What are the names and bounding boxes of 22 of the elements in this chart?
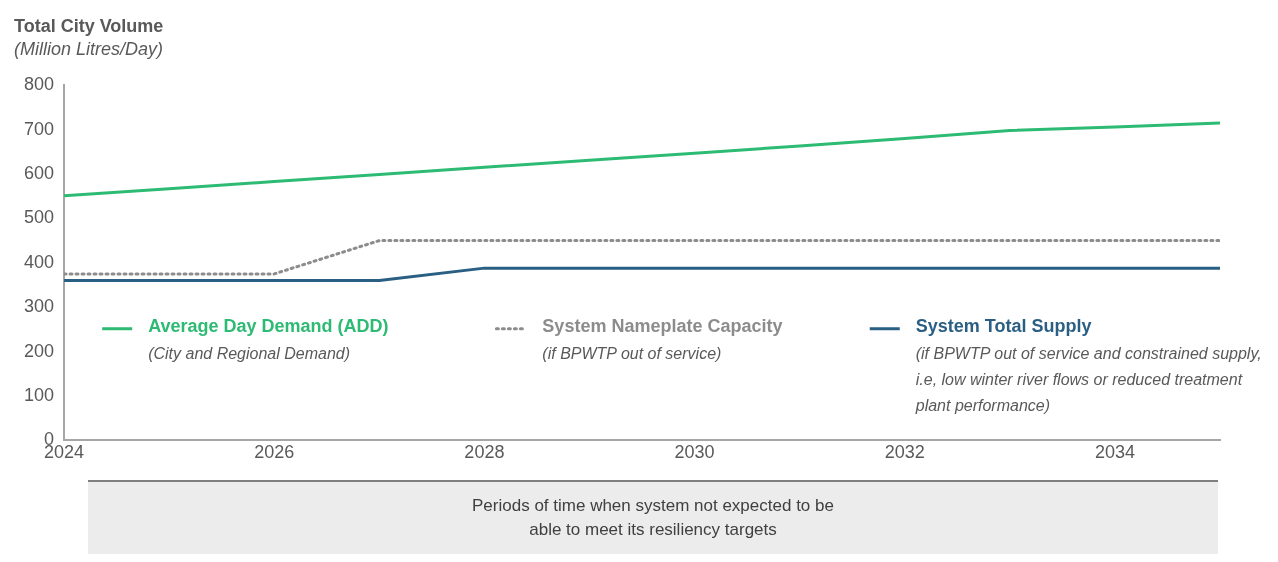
y-tick-label: 500 [23, 207, 55, 228]
chart-title: Total City Volume [14, 15, 164, 36]
legend-label: Average Day Demand (ADD) [148, 315, 389, 336]
y-tick-label: 200 [23, 340, 55, 361]
y-tick-label: 100 [23, 384, 55, 405]
y-tick-label: 400 [23, 251, 55, 272]
y-tick-label: 700 [23, 118, 55, 139]
annotation: (if BPWTP out of service) [542, 345, 722, 363]
legend-label: System Total Supply [915, 315, 1092, 336]
x-tick-label: 2028 [464, 442, 505, 463]
annotation: (City and Regional Demand) [148, 345, 351, 363]
legend-label: System Nameplate Capacity [542, 315, 783, 336]
y-tick-label: 300 [23, 296, 55, 317]
x-tick-label: 2034 [1094, 442, 1135, 463]
chart-subtitle: (Million Litres/Day) [14, 39, 164, 60]
annotation: (if BPWTP out of service and constrained supply, i.e, low winter river flows or reduced treatment plant performance) [914, 345, 1262, 415]
x-tick-label: 2030 [674, 442, 715, 463]
x-tick-label: 2026 [254, 442, 295, 463]
y-tick-label: 600 [23, 162, 55, 183]
caption-box: Periods of time when system not expected to be able to meet its resiliency targets [88, 480, 1218, 554]
x-tick-label: 2032 [884, 442, 925, 463]
y-tick-label: 800 [23, 74, 55, 95]
